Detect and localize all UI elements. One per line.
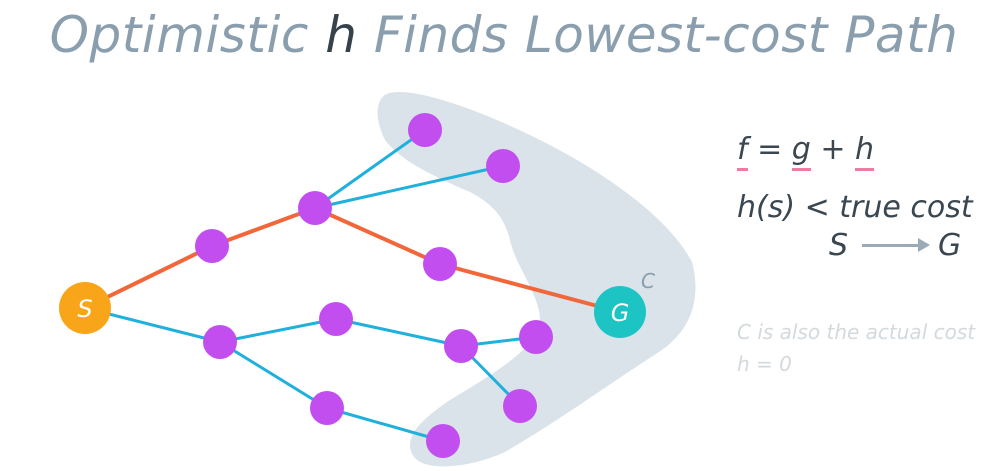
title-part-1: Optimistic [49, 6, 326, 64]
g-label: G [938, 228, 962, 263]
goal-node [594, 286, 646, 338]
edge-n3-n2 [313, 164, 505, 210]
s-label: S [829, 228, 849, 263]
h-condition: h(s) < true cost [737, 190, 973, 225]
note-h-zero: h = 0 [737, 352, 792, 376]
title-variable-h: h [325, 6, 358, 64]
g-var: g [791, 132, 811, 171]
goal-node-label: G [611, 299, 630, 327]
graph-node [486, 149, 520, 183]
slide-title: Optimistic h Finds Lowest-cost Path [0, 6, 1008, 64]
graph-node [423, 247, 457, 281]
contour-label: C [641, 269, 655, 293]
start-node [59, 282, 111, 334]
graph-node [444, 329, 478, 363]
edge-n5-n6 [218, 317, 338, 344]
edge-n5-n10 [218, 340, 329, 410]
f-plus: + [810, 132, 856, 167]
edge-n3-n1 [313, 128, 427, 210]
f-equals: = [747, 132, 792, 167]
h-var: h [855, 132, 875, 171]
title-part-2: Finds Lowest-cost Path [357, 6, 959, 64]
edge-n10-n11 [325, 406, 445, 443]
contour-region [377, 92, 696, 467]
graph-node [195, 229, 229, 263]
graph-node [298, 191, 332, 225]
right-arrow-icon [862, 238, 931, 252]
graph-node [310, 391, 344, 425]
graph-node [503, 389, 537, 423]
graph-node [203, 325, 237, 359]
graph-node [319, 302, 353, 336]
f-equation: f = g + h [737, 132, 875, 171]
s-to-g: S G [829, 228, 961, 263]
f-var: f [737, 132, 748, 171]
start-node-label: S [77, 295, 92, 323]
graph-node [519, 320, 553, 354]
graph-nodes [195, 113, 553, 458]
graph-node [408, 113, 442, 147]
note-actual-cost: C is also the actual cost [737, 320, 976, 344]
graph-node [426, 424, 460, 458]
edge-n6-n7 [334, 317, 463, 348]
